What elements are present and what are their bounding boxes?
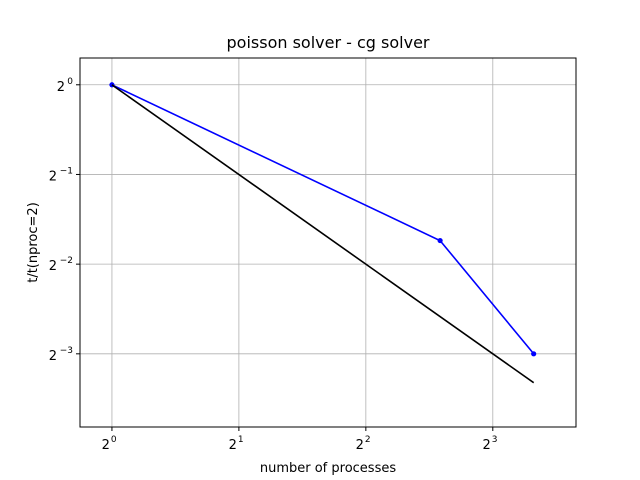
y-tick-exponent: −3 [60, 346, 73, 356]
x-tick-base: 2 [102, 438, 110, 453]
ticks: 2 0 2 1 2 2 2 302−12−22−32 [49, 77, 498, 453]
grid [80, 58, 576, 427]
series-line-2 [111, 84, 535, 384]
x-tick-exponent: 0 [111, 435, 117, 445]
x-tick-base: 2 [483, 438, 491, 453]
x-tick-exponent: 3 [492, 435, 498, 445]
y-tick-label: −32 [49, 346, 73, 364]
x-tick-base: 2 [229, 438, 237, 453]
y-tick-base: 2 [57, 80, 65, 95]
y-tick-base: 2 [49, 169, 57, 184]
y-tick-exponent: −2 [60, 256, 73, 266]
y-tick-exponent: −1 [60, 166, 73, 176]
data-point [437, 237, 443, 244]
y-tick-base: 2 [49, 259, 57, 274]
y-tick-label: 02 [57, 77, 74, 95]
y-tick-label: −22 [49, 256, 73, 274]
plot-frame [79, 57, 577, 428]
series-layer [109, 82, 537, 384]
y-tick-label: −12 [49, 166, 73, 184]
x-axis-label: number of processes [260, 461, 396, 476]
data-point [531, 351, 537, 357]
y-axis-label: t/t(nproc=2) [26, 202, 41, 283]
x-tick-exponent: 1 [238, 435, 244, 445]
x-tick-exponent: 2 [365, 435, 371, 445]
chart-title: poisson solver - cg solver [227, 33, 430, 52]
x-tick-base: 2 [356, 438, 364, 453]
y-tick-exponent: 0 [67, 77, 73, 87]
y-tick-base: 2 [49, 349, 57, 364]
